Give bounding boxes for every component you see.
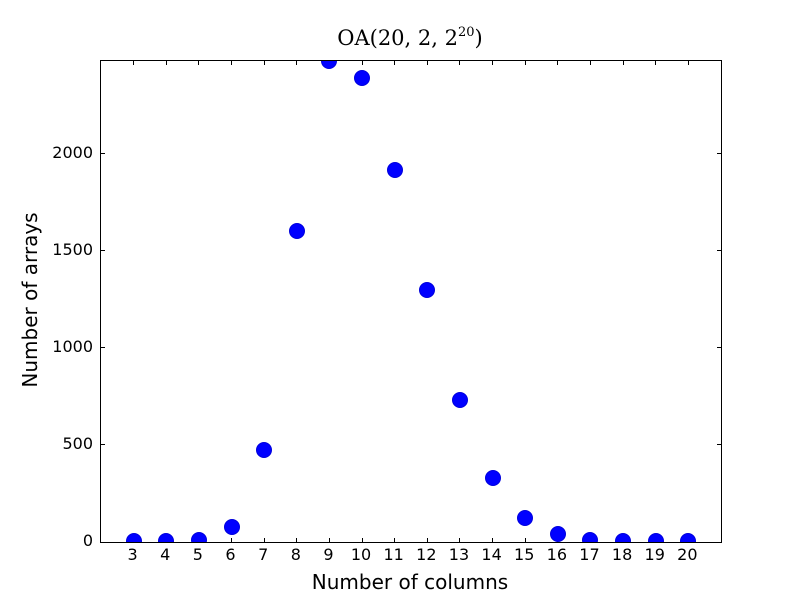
x-tick-bottom [492,538,494,542]
x-tick-label: 4 [160,545,171,564]
x-tick-bottom [459,538,461,542]
y-tick-right [717,250,721,252]
x-tick-top [394,61,396,65]
chart-title-close: ) [474,26,483,50]
x-tick-label: 15 [514,545,535,564]
data-point [190,531,207,542]
x-tick-label: 16 [546,545,568,564]
x-tick-top [459,61,461,65]
x-tick-label: 11 [383,545,404,564]
y-tick-left [101,347,105,349]
y-tick-label: 1500 [52,239,93,259]
y-tick-right [717,347,721,349]
chart-title: OA(20, 2, 220) [100,25,720,50]
x-tick-top [687,61,689,65]
data-point [288,222,305,239]
data-point [484,470,501,487]
y-tick-left [101,444,105,446]
x-tick-top [198,61,200,65]
data-point [158,533,175,542]
x-tick-bottom [328,538,330,542]
x-tick-top [231,61,233,65]
x-tick-top [557,61,559,65]
data-point [549,526,566,542]
y-tick-right [717,444,721,446]
x-tick-top [133,61,135,65]
data-point [419,281,436,298]
x-tick-label: 8 [290,545,301,564]
plot-area [100,60,722,543]
y-tick-label: 0 [82,531,93,550]
x-tick-top [426,61,428,65]
x-tick-label: 5 [192,545,203,564]
data-point [321,61,338,69]
x-tick-label: 7 [258,545,269,564]
data-point [386,162,403,179]
x-tick-top [524,61,526,65]
data-point [354,70,371,87]
data-point [647,533,664,542]
data-point [517,509,534,526]
x-tick-label: 19 [644,545,665,564]
y-tick-right [717,153,721,155]
x-tick-label: 9 [323,545,334,564]
x-tick-top [622,61,624,65]
x-tick-label: 12 [416,545,437,564]
x-tick-top [165,61,167,65]
data-point [680,533,697,542]
x-tick-top [361,61,363,65]
x-tick-label: 20 [677,545,698,564]
x-axis-label: Number of columns [311,570,509,594]
y-axis-label: Number of arrays [18,212,42,388]
y-tick-label: 2000 [52,142,93,162]
data-point [256,441,273,458]
x-tick-label: 3 [127,545,138,564]
x-tick-bottom [394,538,396,542]
x-tick-label: 6 [225,545,236,564]
x-tick-bottom [296,538,298,542]
x-tick-bottom [263,538,265,542]
data-point [223,519,240,536]
data-point [125,533,142,542]
x-tick-label: 14 [481,545,502,564]
x-tick-label: 17 [579,545,600,564]
x-tick-bottom [524,538,526,542]
y-tick-left [101,153,105,155]
x-tick-bottom [426,538,428,542]
x-tick-top [655,61,657,65]
x-tick-label: 10 [350,545,372,564]
x-tick-label: 18 [611,545,633,564]
x-tick-top [492,61,494,65]
x-tick-top [589,61,591,65]
x-tick-bottom [361,538,363,542]
y-tick-label: 1000 [52,336,93,356]
y-tick-right [717,541,721,542]
data-point [615,532,632,542]
data-point [582,531,599,542]
x-tick-top [263,61,265,65]
chart-title-base: OA(20, 2, 2 [337,26,458,50]
y-tick-left [101,541,105,542]
y-tick-label: 500 [62,433,93,453]
chart-title-exponent: 20 [457,25,475,40]
x-tick-bottom [231,538,233,542]
x-tick-top [296,61,298,65]
data-point [451,392,468,409]
y-tick-left [101,250,105,252]
x-tick-label: 13 [448,545,470,564]
